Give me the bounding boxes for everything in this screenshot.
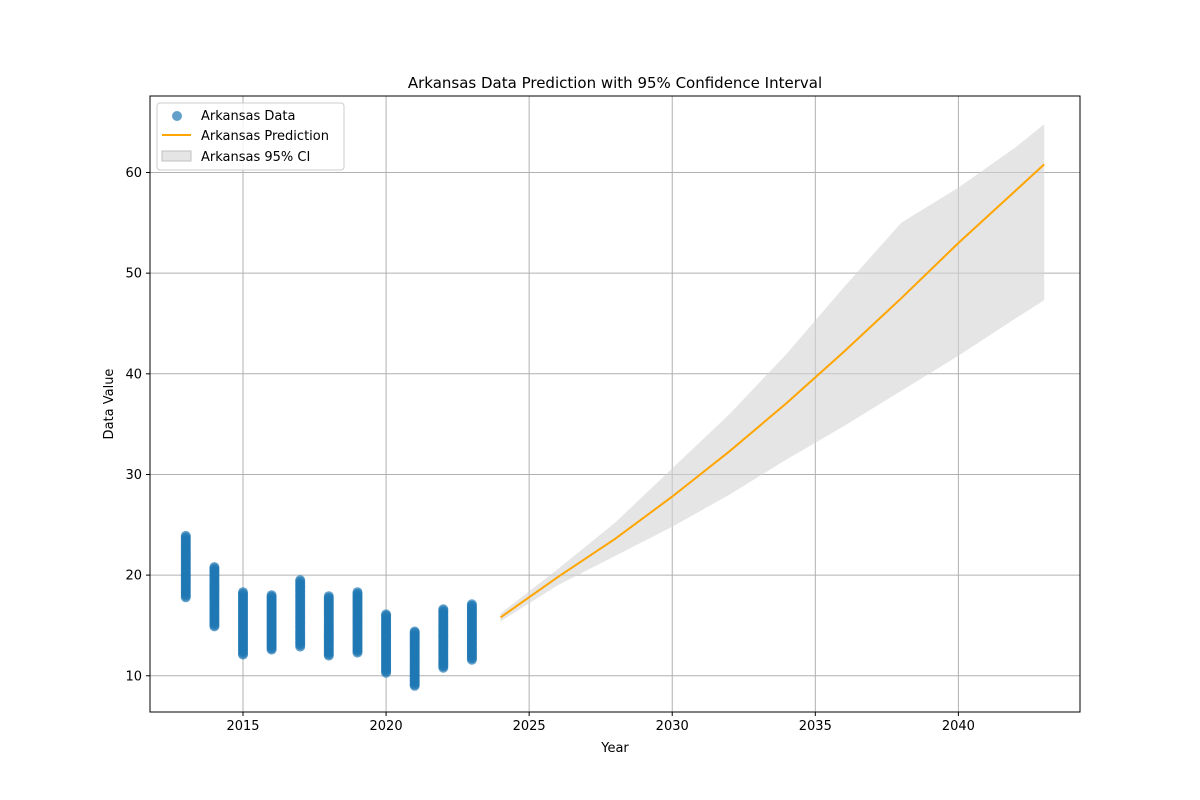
data-point (466, 599, 477, 610)
x-tick-label: 2035 (799, 719, 832, 734)
y-tick-label: 60 (125, 166, 142, 181)
y-tick-label: 30 (125, 468, 142, 483)
legend-label-data: Arkansas Data (201, 109, 295, 124)
prediction-path (499, 163, 1045, 619)
data-point (323, 591, 334, 602)
data-point (409, 626, 420, 637)
legend-label-ci: Arkansas 95% CI (201, 150, 310, 165)
scatter-points (180, 530, 477, 691)
y-tick-label: 40 (125, 367, 142, 382)
legend-ci-swatch (161, 150, 192, 162)
data-point (381, 609, 392, 620)
data-point (295, 575, 306, 586)
data-point (209, 562, 220, 573)
y-axis-label: Data Value (102, 369, 117, 440)
data-point (238, 587, 248, 598)
x-tick-label: 2020 (370, 719, 403, 734)
x-tick-label: 2015 (226, 719, 259, 734)
legend-box (156, 102, 345, 171)
x-axis-label: Year (600, 741, 629, 756)
legend: Arkansas Data Arkansas Prediction Arkans… (156, 102, 345, 171)
data-point (180, 530, 191, 541)
x-tick-label: 2025 (513, 719, 546, 734)
x-tick-label: 2030 (656, 719, 689, 734)
data-point (438, 604, 449, 615)
y-tick-label: 20 (125, 569, 142, 584)
data-point (266, 590, 277, 601)
chart-title: Arkansas Data Prediction with 95% Confid… (408, 74, 822, 92)
confidence-interval-area (500, 124, 1045, 622)
legend-label-prediction: Arkansas Prediction (201, 129, 329, 144)
x-tick-label: 2040 (942, 719, 975, 734)
legend-scatter-marker (172, 111, 182, 121)
y-tick-label: 10 (125, 669, 142, 684)
prediction-line (499, 163, 1045, 619)
plot-frame (149, 95, 1081, 713)
y-tick-label: 50 (125, 267, 142, 282)
ci-band (500, 124, 1045, 622)
data-point (352, 587, 363, 598)
